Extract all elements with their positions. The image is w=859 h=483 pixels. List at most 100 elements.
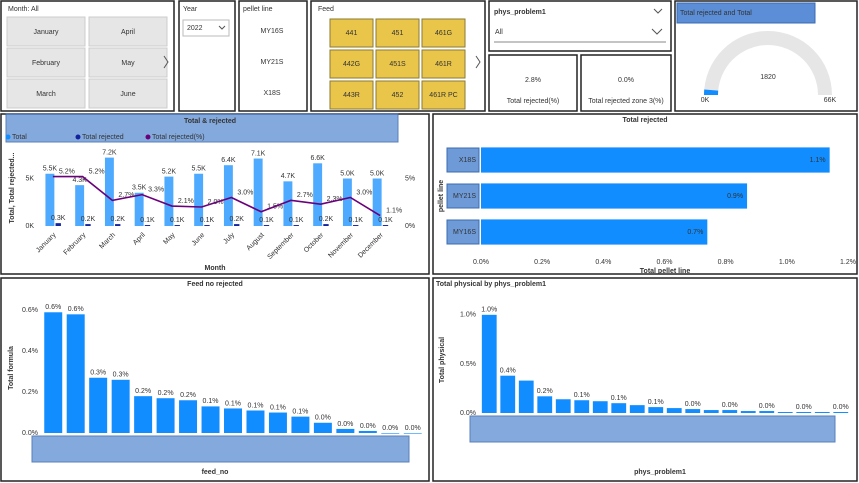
slicer-button[interactable]: [6, 47, 86, 78]
legend-marker: [5, 134, 11, 140]
bar: [381, 433, 400, 434]
y-axis-title: Total physical: [439, 337, 446, 383]
slicer-button[interactable]: [6, 78, 86, 109]
data-label: 0.6%: [68, 306, 84, 313]
bar: [777, 412, 793, 413]
slicer-button[interactable]: [88, 78, 168, 109]
slicer-item[interactable]: 451S: [389, 61, 406, 68]
slicer-item[interactable]: MY16S: [261, 28, 284, 35]
bar: [629, 405, 645, 413]
slicer-item[interactable]: June: [120, 91, 135, 98]
slicer-button[interactable]: [375, 49, 420, 79]
data-label: 7.1K: [251, 150, 266, 157]
bar: [342, 178, 352, 226]
slicer-item[interactable]: 442G: [343, 61, 360, 68]
data-label: 0.1%: [648, 399, 664, 406]
slicer-item[interactable]: February: [32, 60, 61, 67]
bar: [293, 225, 299, 226]
bar: [685, 409, 701, 413]
slicer-button[interactable]: [6, 16, 86, 47]
y-tick-label: X18S: [459, 157, 476, 164]
category-box: [446, 147, 480, 173]
bar: [574, 400, 590, 413]
x-tick-label: 1.2%: [840, 259, 856, 266]
slicer-item[interactable]: X18S: [263, 90, 280, 97]
data-label: 5.5K: [191, 166, 206, 173]
y-tick-label: MY16S: [453, 229, 476, 236]
slicer-item[interactable]: 441: [346, 30, 358, 37]
slicer-button[interactable]: [88, 16, 168, 47]
data-label: 0.1K: [349, 217, 364, 224]
data-label: 0.3%: [113, 372, 129, 379]
slicer-item[interactable]: April: [121, 29, 135, 36]
data-label: 4.3K: [72, 177, 87, 184]
dropdown-value[interactable]: All: [495, 29, 503, 36]
gauge-max: 66K: [824, 97, 837, 104]
data-label: 1.0%: [481, 307, 497, 314]
slicer-button[interactable]: [88, 47, 168, 78]
gauge-fill: [704, 89, 719, 95]
legend-label: Total rejected(%): [152, 134, 205, 141]
bar: [833, 412, 849, 413]
slicer-button[interactable]: [329, 18, 374, 48]
dropdown-chevron[interactable]: [651, 28, 663, 35]
dropdown-chevron: [218, 25, 226, 30]
data-label: 0.1K: [259, 217, 274, 224]
bar: [85, 224, 91, 226]
data-label: 0.1K: [140, 217, 155, 224]
bar: [194, 173, 204, 226]
bar: [313, 163, 323, 226]
bar: [518, 380, 534, 413]
data-label: 0.0%: [315, 415, 331, 422]
line: [52, 175, 381, 217]
bar: [89, 377, 108, 433]
data-label: 5.2%: [59, 168, 75, 175]
bar: [45, 173, 55, 226]
bar: [253, 158, 263, 226]
x-tick-label: 0.4%: [595, 259, 611, 266]
slicer-item[interactable]: 461R PC: [429, 92, 457, 99]
data-label: 2.3%: [327, 196, 343, 203]
dropdown[interactable]: [182, 19, 230, 37]
bar: [134, 396, 153, 433]
slicer-arrow[interactable]: [163, 55, 169, 69]
slicer-item[interactable]: 451: [392, 30, 404, 37]
slicer-button[interactable]: [375, 18, 420, 48]
slicer-title: Month: All: [8, 6, 39, 13]
data-label: 0.0%: [759, 403, 775, 410]
bar: [353, 225, 359, 226]
bar: [115, 224, 121, 226]
slicer-button[interactable]: [421, 49, 466, 79]
slicer-item[interactable]: MY21S: [261, 59, 284, 66]
bar: [104, 157, 114, 226]
data-label: 2.7%: [297, 192, 313, 199]
bar: [201, 406, 220, 433]
chart-title: Feed no rejected: [187, 281, 243, 288]
panel: [580, 54, 672, 112]
slicer-item[interactable]: January: [34, 29, 59, 36]
slicer-button[interactable]: [329, 80, 374, 110]
slicer-button[interactable]: [421, 18, 466, 48]
slicer-button[interactable]: [329, 49, 374, 79]
data-label: 5.0K: [340, 170, 355, 177]
data-label: 0.0%: [405, 425, 421, 432]
dropdown-value[interactable]: 2022: [187, 25, 203, 32]
slicer-item[interactable]: 452: [392, 92, 404, 99]
y-tick-label: 1.0%: [460, 312, 476, 319]
y-axis-title: Total, Total rejected...: [9, 152, 16, 223]
slicer-item[interactable]: March: [36, 91, 56, 98]
slicer-item[interactable]: May: [121, 60, 135, 67]
bar: [179, 400, 198, 433]
slicer-item[interactable]: 461G: [435, 30, 452, 37]
slicer-button[interactable]: [375, 80, 420, 110]
bar: [174, 225, 180, 226]
bar: [500, 375, 516, 413]
slicer-arrow[interactable]: [475, 55, 481, 69]
y-tick-label: 0.0%: [22, 430, 38, 437]
data-label: 0.0%: [685, 401, 701, 408]
slicer-item[interactable]: 461R: [435, 61, 452, 68]
slicer-item[interactable]: 443R: [343, 92, 360, 99]
slicer-button[interactable]: [421, 80, 466, 110]
data-label: 6.6K: [310, 155, 325, 162]
